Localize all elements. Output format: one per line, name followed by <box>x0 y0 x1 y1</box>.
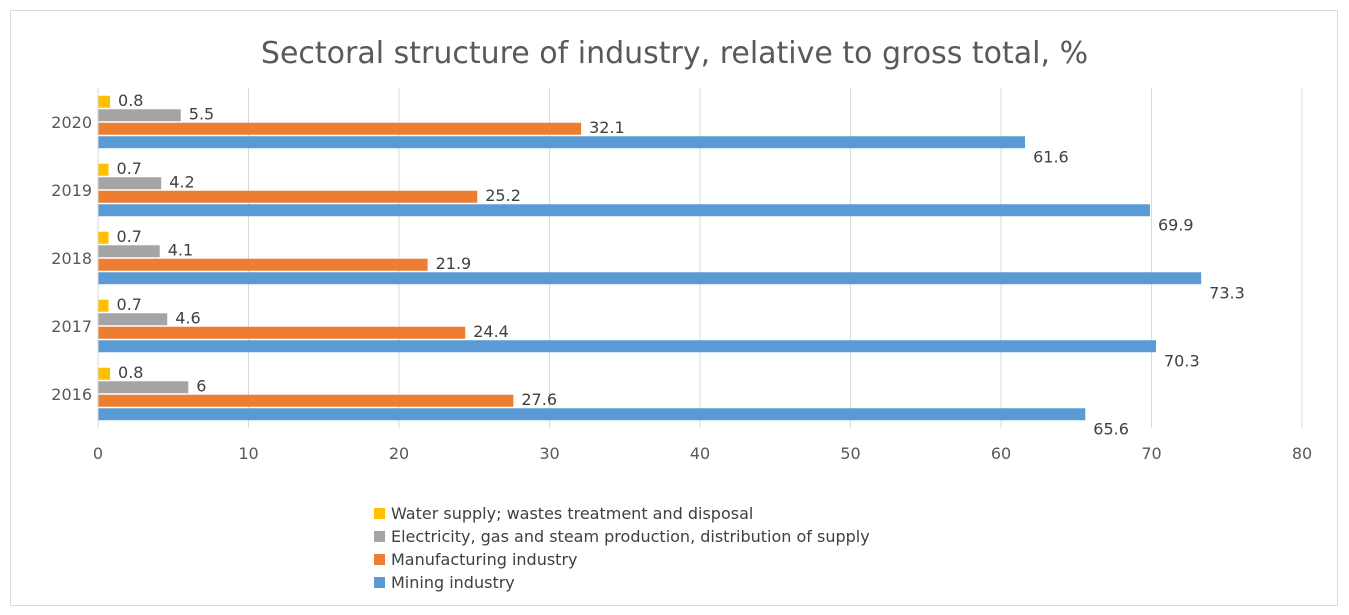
bar <box>98 381 189 394</box>
bar <box>98 95 111 108</box>
y-category-label: 2018 <box>51 249 92 268</box>
bar <box>98 177 162 190</box>
bar <box>98 326 466 339</box>
legend-swatch <box>374 531 385 542</box>
legend-item: Manufacturing industry <box>374 548 870 571</box>
bar <box>98 109 181 122</box>
data-label: 5.5 <box>189 104 214 123</box>
data-label: 69.9 <box>1158 215 1194 234</box>
data-label: 65.6 <box>1093 419 1129 438</box>
bar <box>98 122 582 135</box>
x-tick-label: 70 <box>1141 444 1161 463</box>
legend-swatch <box>374 554 385 565</box>
y-category-label: 2017 <box>51 317 92 336</box>
x-tick-label: 30 <box>539 444 559 463</box>
data-label: 70.3 <box>1164 351 1200 370</box>
bar <box>98 394 514 407</box>
data-label: 61.6 <box>1033 147 1069 166</box>
y-category-label: 2016 <box>51 385 92 404</box>
x-tick-label: 10 <box>238 444 258 463</box>
legend-item: Electricity, gas and steam production, d… <box>374 525 870 548</box>
y-category-label: 2020 <box>51 113 92 132</box>
data-label: 73.3 <box>1209 283 1245 302</box>
bar <box>98 313 168 326</box>
chart-title: Sectoral structure of industry, relative… <box>260 36 1089 71</box>
data-label: 4.2 <box>169 172 194 191</box>
legend-swatch <box>374 577 385 588</box>
data-label: 0.8 <box>118 91 143 110</box>
data-label: 32.1 <box>589 118 625 137</box>
y-category-label: 2019 <box>51 181 92 200</box>
legend-item: Mining industry <box>374 571 870 594</box>
x-tick-label: 0 <box>93 444 103 463</box>
legend-label: Manufacturing industry <box>391 550 578 569</box>
bar <box>98 258 428 271</box>
bar <box>98 272 1202 285</box>
x-tick-label: 60 <box>991 444 1011 463</box>
bar <box>98 367 111 380</box>
bar <box>98 163 109 176</box>
legend-label: Electricity, gas and steam production, d… <box>391 527 870 546</box>
chart-area <box>10 10 1338 606</box>
data-label: 0.7 <box>117 159 142 178</box>
bar <box>98 408 1086 421</box>
bar <box>98 340 1157 353</box>
data-label: 0.7 <box>117 295 142 314</box>
legend: Water supply; wastes treatment and dispo… <box>374 502 870 594</box>
data-label: 0.7 <box>117 227 142 246</box>
data-label: 27.6 <box>521 390 557 409</box>
data-label: 24.4 <box>473 322 509 341</box>
x-tick-label: 20 <box>389 444 409 463</box>
bar <box>98 204 1150 217</box>
bar <box>98 190 478 203</box>
bar <box>98 231 109 244</box>
legend-label: Water supply; wastes treatment and dispo… <box>391 504 754 523</box>
bar <box>98 245 160 258</box>
data-label: 0.8 <box>118 363 143 382</box>
legend-swatch <box>374 508 385 519</box>
bar <box>98 136 1026 149</box>
x-tick-label: 40 <box>690 444 710 463</box>
data-label: 6 <box>196 376 206 395</box>
bar <box>98 299 109 312</box>
x-tick-label: 50 <box>840 444 860 463</box>
data-label: 25.2 <box>485 186 521 205</box>
legend-label: Mining industry <box>391 573 515 592</box>
data-label: 21.9 <box>436 254 472 273</box>
data-label: 4.1 <box>168 240 193 259</box>
x-tick-label: 80 <box>1292 444 1312 463</box>
legend-item: Water supply; wastes treatment and dispo… <box>374 502 870 525</box>
data-label: 4.6 <box>175 308 200 327</box>
